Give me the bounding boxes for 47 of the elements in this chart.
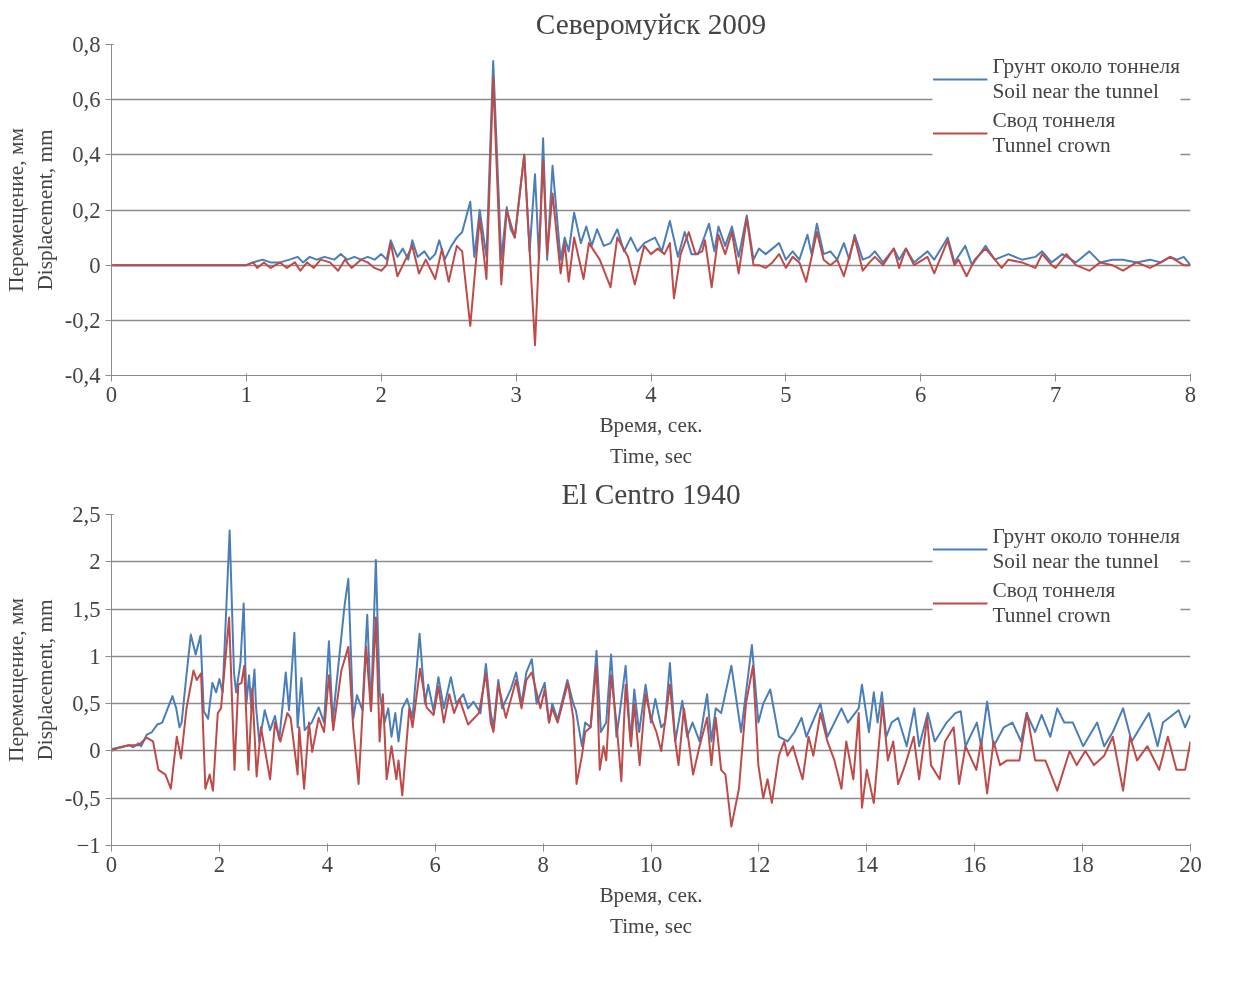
x-tick-label: 18 bbox=[1071, 851, 1094, 877]
x-tick-label: 0 bbox=[105, 381, 118, 407]
y-axis-title: Перемещение, мм Displacement, mm bbox=[3, 128, 57, 292]
line-series bbox=[111, 529, 1191, 751]
x-tick-label: 8 bbox=[537, 851, 549, 877]
y-tick-label: 0,8 bbox=[72, 32, 101, 57]
x-tick-label: 12 bbox=[747, 851, 771, 877]
y-tick-label: -0,5 bbox=[64, 785, 101, 811]
y-tick-label: 0,5 bbox=[72, 691, 101, 717]
x-tick-label: 4 bbox=[645, 381, 657, 407]
x-tick-label: 2 bbox=[213, 851, 226, 877]
x-tick-label: 6 bbox=[915, 381, 927, 407]
y-tick-label: -0,4 bbox=[64, 363, 101, 388]
x-tick-label: 0 bbox=[105, 851, 118, 877]
x-tick-label: 3 bbox=[510, 381, 522, 407]
y-tick-label: 2 bbox=[89, 549, 101, 575]
y-axis-title: Перемещение, мм Displacement, mm bbox=[3, 598, 57, 762]
x-tick-label: 7 bbox=[1049, 381, 1062, 407]
legend-label: Грунт около тоннеля Soil near the tunnel bbox=[992, 524, 1180, 574]
y-tick-label: 0,6 bbox=[72, 87, 101, 113]
x-tick-label: 4 bbox=[321, 851, 333, 877]
y-tick-label: 1 bbox=[89, 643, 101, 669]
legend-label: Свод тоннеля Tunnel crown bbox=[992, 578, 1116, 628]
line-series bbox=[111, 76, 1191, 347]
x-tick-label: 6 bbox=[429, 851, 441, 877]
chart-title: El Centro 1940 bbox=[561, 477, 741, 510]
y-tick-label: 0,4 bbox=[72, 142, 101, 168]
x-axis-title: Время, сек. Time, sec bbox=[599, 882, 703, 938]
y-tick-label: −1 bbox=[76, 833, 101, 858]
x-tick-label: 20 bbox=[1179, 851, 1202, 877]
y-tick-label: 0,2 bbox=[72, 197, 101, 223]
x-tick-label: 8 bbox=[1184, 381, 1197, 407]
x-tick-label: 14 bbox=[855, 851, 879, 877]
chart-title: Северомуйск 2009 bbox=[535, 7, 767, 40]
legend-label: Свод тоннеля Tunnel crown bbox=[992, 108, 1116, 158]
legend-label: Грунт около тоннеля Soil near the tunnel bbox=[992, 54, 1180, 104]
y-tick-label: 2,5 bbox=[72, 502, 101, 527]
y-tick-label: 1,5 bbox=[72, 596, 101, 622]
y-tick-label: -0,2 bbox=[64, 307, 101, 333]
x-tick-label: 1 bbox=[240, 381, 253, 407]
x-tick-label: 16 bbox=[963, 851, 987, 877]
x-axis-title: Время, сек. Time, sec bbox=[599, 412, 703, 468]
y-tick-label: 0 bbox=[89, 738, 101, 764]
x-tick-label: 2 bbox=[375, 381, 387, 407]
x-tick-label: 5 bbox=[780, 381, 792, 407]
y-tick-label: 0 bbox=[89, 252, 101, 278]
x-tick-label: 10 bbox=[639, 851, 663, 877]
